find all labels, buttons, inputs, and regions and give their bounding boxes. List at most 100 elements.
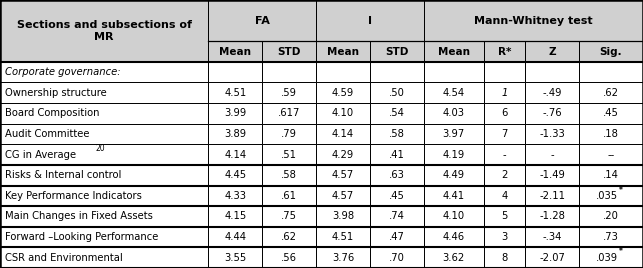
- Text: 3.97: 3.97: [442, 129, 465, 139]
- Text: 4.15: 4.15: [224, 211, 246, 221]
- Bar: [579, 227, 643, 247]
- Bar: [525, 185, 579, 206]
- Bar: [424, 185, 484, 206]
- Bar: [262, 185, 316, 206]
- Text: -.34: -.34: [543, 232, 562, 242]
- Bar: [262, 227, 316, 247]
- Bar: [316, 103, 370, 124]
- Text: .61: .61: [281, 191, 297, 201]
- Text: *: *: [619, 185, 623, 195]
- Text: 4.14: 4.14: [224, 150, 246, 160]
- Bar: [262, 41, 316, 62]
- Bar: [424, 227, 484, 247]
- Text: .62: .62: [281, 232, 297, 242]
- Bar: [370, 41, 424, 62]
- Text: Audit Committee: Audit Committee: [5, 129, 89, 139]
- Bar: [208, 83, 262, 103]
- Text: .59: .59: [281, 88, 297, 98]
- Text: 4.03: 4.03: [442, 108, 465, 118]
- Bar: [484, 227, 525, 247]
- Bar: [208, 227, 262, 247]
- Bar: [370, 144, 424, 165]
- Bar: [370, 83, 424, 103]
- Bar: [316, 83, 370, 103]
- Text: .56: .56: [281, 253, 297, 263]
- Text: 6: 6: [501, 108, 507, 118]
- Bar: [484, 62, 525, 83]
- Bar: [579, 124, 643, 144]
- Bar: [0, 103, 208, 124]
- Bar: [525, 227, 579, 247]
- Text: Mean: Mean: [219, 47, 251, 57]
- Text: 4.54: 4.54: [442, 88, 465, 98]
- Bar: [424, 103, 484, 124]
- Bar: [316, 206, 370, 227]
- Bar: [424, 165, 484, 185]
- Text: Board Composition: Board Composition: [5, 108, 100, 118]
- Text: .18: .18: [603, 129, 619, 139]
- Bar: [424, 41, 484, 62]
- Text: Main Changes in Fixed Assets: Main Changes in Fixed Assets: [5, 211, 153, 221]
- Bar: [484, 247, 525, 268]
- Text: 4.51: 4.51: [224, 88, 246, 98]
- Bar: [316, 124, 370, 144]
- Bar: [424, 0, 643, 41]
- Bar: [208, 206, 262, 227]
- Bar: [484, 185, 525, 206]
- Text: 4.46: 4.46: [442, 232, 465, 242]
- Text: 20: 20: [95, 144, 105, 153]
- Bar: [579, 41, 643, 62]
- Bar: [316, 62, 370, 83]
- Bar: [525, 62, 579, 83]
- Text: Risks & Internal control: Risks & Internal control: [5, 170, 122, 180]
- Text: 4.29: 4.29: [332, 150, 354, 160]
- Text: .41: .41: [389, 150, 405, 160]
- Bar: [370, 62, 424, 83]
- Bar: [370, 247, 424, 268]
- Bar: [484, 41, 525, 62]
- Bar: [0, 62, 208, 83]
- Text: .14: .14: [603, 170, 619, 180]
- Text: 1: 1: [501, 88, 507, 98]
- Text: .45: .45: [389, 191, 405, 201]
- Text: Z: Z: [548, 47, 556, 57]
- Text: -.76: -.76: [542, 108, 562, 118]
- Bar: [262, 144, 316, 165]
- Text: CSR and Environmental: CSR and Environmental: [5, 253, 123, 263]
- Text: 4.49: 4.49: [442, 170, 465, 180]
- Bar: [0, 247, 208, 268]
- Text: 7: 7: [501, 129, 507, 139]
- Bar: [525, 124, 579, 144]
- Text: .617: .617: [278, 108, 300, 118]
- Text: I: I: [368, 16, 372, 26]
- Bar: [262, 62, 316, 83]
- Bar: [208, 41, 262, 62]
- Bar: [525, 206, 579, 227]
- Bar: [316, 247, 370, 268]
- Text: Mean: Mean: [438, 47, 469, 57]
- Text: CG in Average: CG in Average: [5, 150, 77, 160]
- Bar: [316, 144, 370, 165]
- Text: .54: .54: [389, 108, 405, 118]
- Bar: [208, 144, 262, 165]
- Text: 3.55: 3.55: [224, 253, 246, 263]
- Bar: [484, 206, 525, 227]
- Text: .73: .73: [603, 232, 619, 242]
- Bar: [0, 185, 208, 206]
- Bar: [484, 124, 525, 144]
- Text: Mean: Mean: [327, 47, 359, 57]
- Bar: [579, 62, 643, 83]
- Bar: [262, 247, 316, 268]
- Text: -: -: [503, 150, 506, 160]
- Bar: [0, 227, 208, 247]
- Bar: [208, 247, 262, 268]
- Text: 4.10: 4.10: [332, 108, 354, 118]
- Text: *: *: [619, 247, 623, 256]
- Bar: [0, 0, 208, 62]
- Bar: [0, 165, 208, 185]
- Text: R*: R*: [498, 47, 511, 57]
- Bar: [316, 41, 370, 62]
- Bar: [525, 83, 579, 103]
- Bar: [370, 185, 424, 206]
- Text: 3.99: 3.99: [224, 108, 246, 118]
